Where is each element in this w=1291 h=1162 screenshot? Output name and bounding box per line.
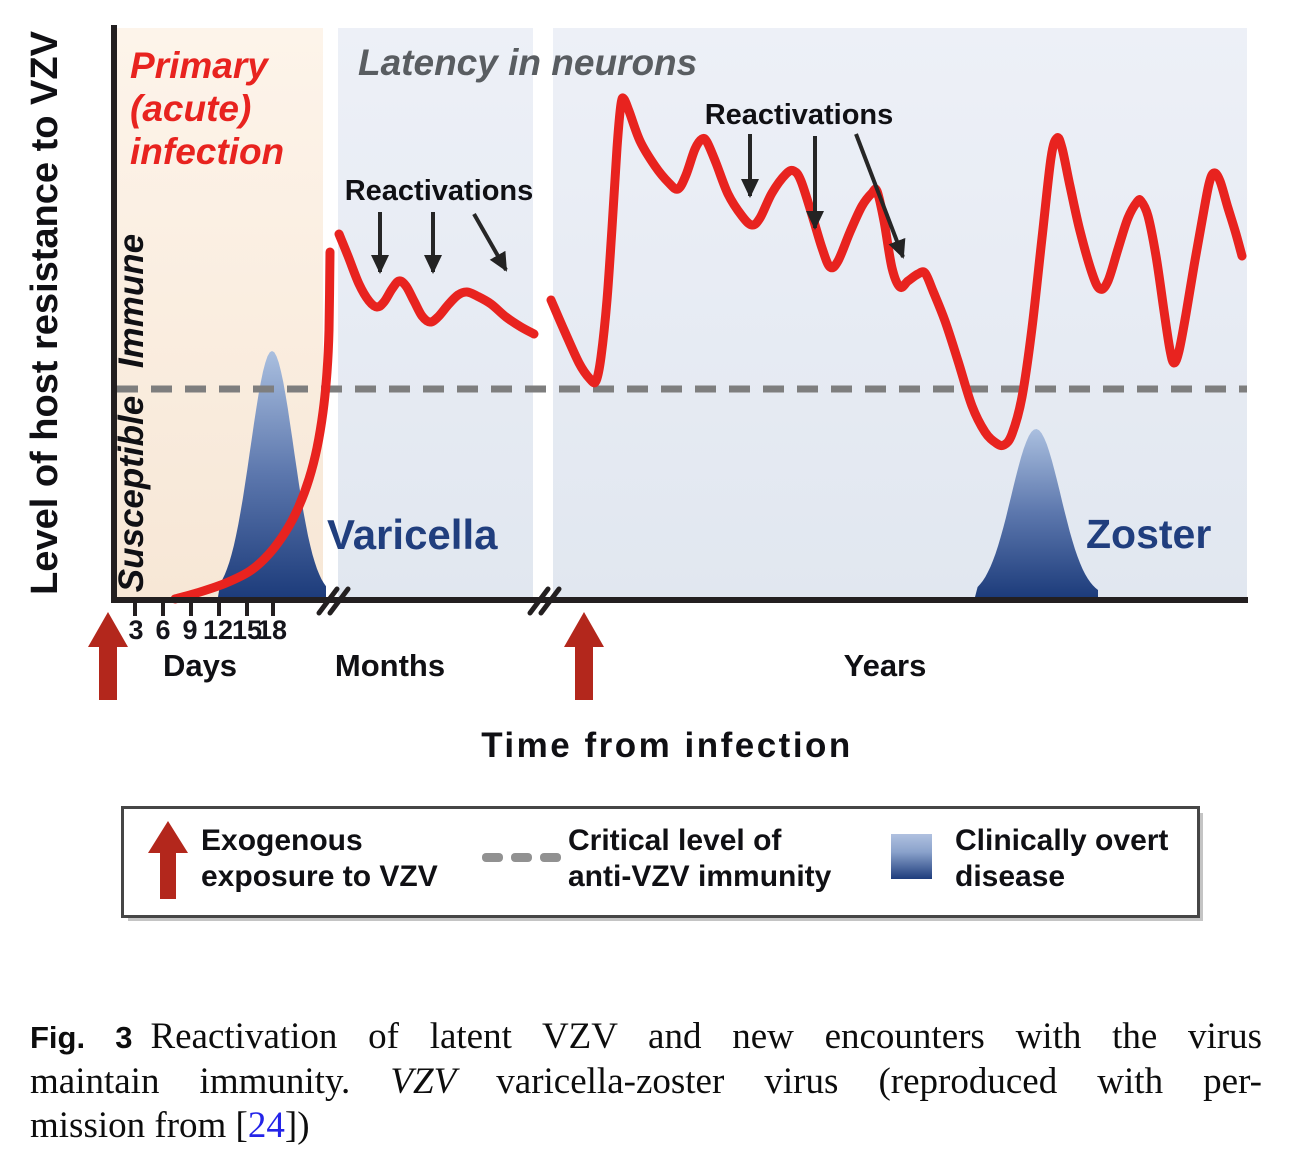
reactivation-arrow [854,133,906,259]
varicella-label: Varicella [327,511,498,558]
reactivations-months-label: Reactivations [345,175,534,207]
primary-infection-label: Primary (acute) infection [130,45,284,172]
varicella-incidence-peak [218,351,326,597]
y-axis-label: Level of host resistance to VZV [24,30,66,594]
tick-label-9: 9 [182,615,197,645]
x-axis-label: Time from infection [481,726,853,765]
legend-exposure-line2: exposure to VZV [201,860,438,893]
caption-line-3: mission from [24]) [30,1104,1262,1148]
legend-critical-label: Critical level of anti-VZV immunity [568,823,831,895]
axis-break-marks [316,586,562,616]
reactivations-years-label: Reactivations [705,99,894,131]
immunity-curve-months [334,229,539,339]
blue-gradient-square-icon [891,834,932,879]
tick-label-12: 12 [203,615,233,645]
exogenous-exposure-arrow [564,612,604,700]
tick-label-6: 6 [155,615,170,645]
tick-label-18: 18 [257,615,287,645]
figure-caption: Fig. 3 Reactivation of latent VZV and new… [30,1015,1262,1148]
legend-critical-line2: anti-VZV immunity [568,860,832,893]
legend-exposure-line1: Exogenous [201,824,363,857]
reactivation-arrow [472,213,508,272]
legend-critical-line1: Critical level of [568,824,782,857]
reactivation-arrows [371,133,906,274]
zoster-label: Zoster [1086,511,1211,557]
legend-box: Exogenous exposure to VZV Critical level… [121,806,1200,918]
x-axis-tick-labels: 3 6 9 12 15 18 [128,615,287,645]
immune-region-label: Immune [112,234,151,368]
caption-line3-post: ]) [284,1105,310,1146]
figure-number: Fig. 3 [30,1020,133,1055]
caption-line2-pre: maintain immunity. [30,1061,391,1102]
immunity-curve [170,93,1247,604]
tick-label-3: 3 [128,615,143,645]
legend-disease-label: Clinically overt disease [955,823,1168,895]
exposure-arrows [88,612,604,700]
caption-line-2: maintain immunity. VZV varicella-zoster … [30,1060,1262,1104]
legend-disease-line2: disease [955,860,1066,893]
months-scale-label: Months [335,648,445,683]
immunity-curve-years [546,93,1247,451]
citation-24-link[interactable]: 24 [247,1105,285,1146]
tick-label-15: 15 [232,615,262,645]
red-up-arrow-icon [148,821,188,899]
caption-line2-post: varicella-zoster virus (reproduced with … [456,1061,1262,1102]
exogenous-exposure-arrow [88,612,128,700]
days-scale-label: Days [163,648,237,683]
caption-vzv-italic: VZV [390,1061,457,1102]
caption-line1-text: Reactivation of latent VZV and new encou… [150,1016,1263,1057]
caption-line3-pre: mission from [ [30,1105,248,1146]
years-scale-label: Years [844,648,927,683]
gray-dashed-line-icon [482,853,561,862]
x-axis-ticks [133,602,275,616]
years-panel-bg [553,28,1247,597]
susceptible-region-label: Susceptible [112,396,151,592]
caption-line-1: Fig. 3 Reactivation of latent VZV and new… [30,1015,1262,1060]
axes [111,25,1248,616]
legend-exposure-label: Exogenous exposure to VZV [201,823,438,895]
zoster-incidence-peak [975,429,1098,597]
immunity-curve-days [170,247,335,604]
latency-label: Latency in neurons [358,42,697,83]
legend-disease-line1: Clinically overt [955,824,1169,857]
disease-peaks [218,351,1098,597]
vzv-immunity-diagram: Level of host resistance to VZV Immune S… [24,25,1248,765]
